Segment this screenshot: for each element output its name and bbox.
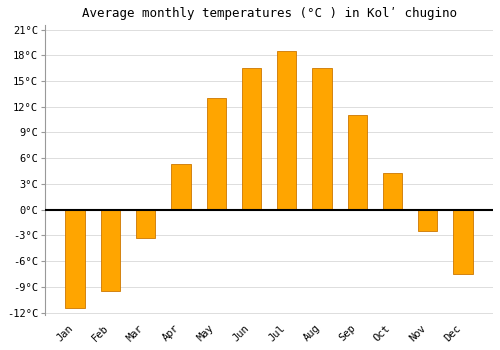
Bar [206, 98, 226, 210]
Bar [101, 210, 120, 291]
Title: Average monthly temperatures (°C ) in Kolʹ chugino: Average monthly temperatures (°C ) in Ko… [82, 7, 456, 20]
Bar [454, 210, 472, 274]
Bar [172, 164, 190, 210]
Bar [277, 51, 296, 210]
Bar [242, 68, 261, 210]
Bar [418, 210, 438, 231]
Bar [348, 115, 367, 210]
Bar [383, 173, 402, 210]
Bar [66, 210, 85, 308]
Bar [136, 210, 156, 238]
Bar [312, 68, 332, 210]
